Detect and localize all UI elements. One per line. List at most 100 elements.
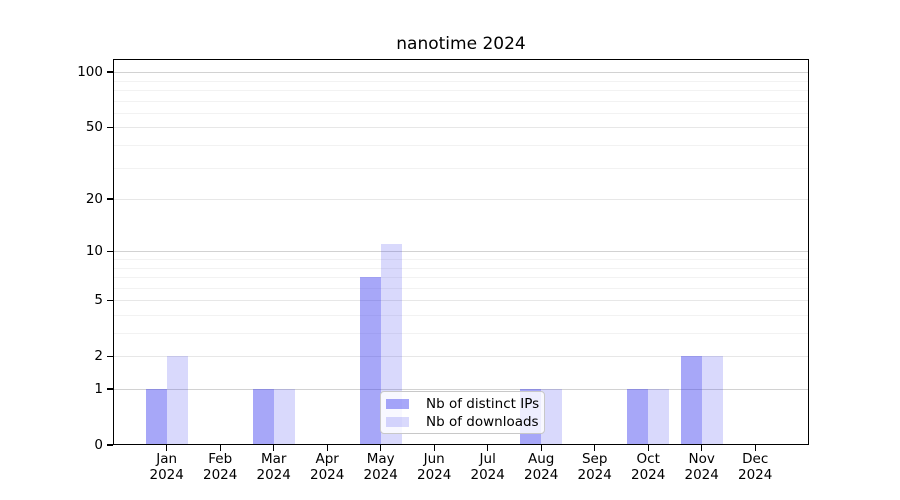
y-tick-5 <box>107 299 113 301</box>
legend-item-distinct-ips: Nb of distinct IPs <box>386 395 544 412</box>
y-tick-label-100: 100 <box>77 64 103 81</box>
y-tick-50 <box>107 126 113 129</box>
bar-nb-of-downloads-nov-2024 <box>701 356 723 445</box>
bar-nb-of-distinct-ips-jan-2024 <box>145 389 167 445</box>
x-tick-label-may-2024: May 2024 <box>349 451 413 483</box>
x-tick-label-line: 2024 <box>417 466 452 483</box>
x-tick-label-line: 2024 <box>470 466 505 483</box>
gridline-y-70 <box>113 100 809 102</box>
gridline-y-50 <box>113 127 809 129</box>
gridline-y-4 <box>113 314 809 316</box>
legend-swatch-distinct-ips-icon <box>386 398 409 409</box>
bar-nb-of-downloads-aug-2024 <box>541 389 563 445</box>
gridline-y-30 <box>113 167 809 169</box>
x-tick-label-line: Feb <box>208 451 233 467</box>
x-tick-label-line: 2024 <box>631 466 666 483</box>
y-tick-label-10: 10 <box>85 243 103 260</box>
x-tick-label-line: May <box>366 451 395 467</box>
x-tick-label-feb-2024: Feb 2024 <box>188 451 252 483</box>
plot-area <box>113 59 809 445</box>
x-tick-label-line: 2024 <box>363 466 398 483</box>
x-tick-label-jul-2024: Jul 2024 <box>456 451 520 483</box>
y-tick-0 <box>107 444 113 446</box>
x-tick-label-dec-2024: Dec 2024 <box>723 451 787 483</box>
y-tick-1 <box>107 388 113 390</box>
legend-item-downloads: Nb of downloads <box>386 413 544 430</box>
gridline-y-100 <box>113 72 809 74</box>
legend-label-distinct-ips: Nb of distinct IPs <box>426 395 540 412</box>
y-tick-2 <box>107 355 113 357</box>
x-tick-label-line: 2024 <box>524 466 559 483</box>
bar-nb-of-distinct-ips-oct-2024 <box>627 389 649 445</box>
x-tick-label-line: Nov <box>688 451 715 467</box>
bar-nb-of-downloads-mar-2024 <box>273 389 295 445</box>
x-tick-jul-2024 <box>487 445 489 451</box>
x-tick-oct-2024 <box>647 445 649 451</box>
x-tick-jan-2024 <box>166 445 168 451</box>
x-tick-label-line: Oct <box>636 451 660 467</box>
x-tick-nov-2024 <box>701 445 703 451</box>
x-tick-label-line: Dec <box>742 451 769 467</box>
y-tick-label-1: 1 <box>94 381 103 397</box>
x-tick-label-line: Sep <box>581 451 608 467</box>
legend-swatch-downloads-icon <box>386 416 409 427</box>
x-tick-aug-2024 <box>540 445 542 451</box>
gridline-y-10 <box>113 251 809 253</box>
bar-nb-of-distinct-ips-mar-2024 <box>252 389 274 445</box>
gridline-y-9 <box>113 259 809 260</box>
x-tick-label-line: 2024 <box>203 466 238 483</box>
legend-label-downloads: Nb of downloads <box>426 413 539 430</box>
x-tick-label-line: Jan <box>156 451 178 467</box>
x-tick-apr-2024 <box>326 445 328 451</box>
gridline-y-1 <box>113 389 809 390</box>
x-tick-label-line: 2024 <box>577 466 612 483</box>
x-tick-label-nov-2024: Nov 2024 <box>670 451 734 483</box>
x-tick-label-apr-2024: Apr 2024 <box>295 451 359 483</box>
gridline-y-2 <box>113 356 809 358</box>
y-tick-label-2: 2 <box>94 348 103 365</box>
gridline-y-7 <box>113 277 809 279</box>
y-tick-label-20: 20 <box>85 191 103 208</box>
x-tick-may-2024 <box>380 445 382 451</box>
x-tick-label-line: 2024 <box>738 466 773 483</box>
x-tick-label-oct-2024: Oct 2024 <box>616 451 680 483</box>
x-tick-sep-2024 <box>594 445 596 451</box>
y-tick-label-0: 0 <box>94 437 103 453</box>
x-tick-label-line: Aug <box>528 451 555 467</box>
gridline-y-8 <box>113 267 809 269</box>
bar-nb-of-distinct-ips-nov-2024 <box>680 356 702 445</box>
x-tick-label-sep-2024: Sep 2024 <box>563 451 627 483</box>
x-tick-dec-2024 <box>754 445 756 451</box>
gridline-y-40 <box>113 145 809 147</box>
gridline-y-3 <box>113 333 809 335</box>
x-tick-label-line: Jul <box>479 451 496 467</box>
x-tick-label-line: 2024 <box>256 466 291 483</box>
gridline-y-90 <box>113 80 809 82</box>
x-tick-label-line: 2024 <box>149 466 184 483</box>
x-tick-mar-2024 <box>273 445 275 451</box>
x-tick-label-line: Jun <box>423 451 445 467</box>
x-tick-label-mar-2024: Mar 2024 <box>242 451 306 483</box>
bar-nb-of-distinct-ips-may-2024 <box>359 277 381 445</box>
chart-title: nanotime 2024 <box>396 34 526 54</box>
x-tick-jun-2024 <box>433 445 435 451</box>
x-tick-label-line: Apr <box>315 451 339 467</box>
x-tick-label-line: Mar <box>260 451 287 467</box>
gridline-y-20 <box>113 199 809 201</box>
y-tick-label-50: 50 <box>85 119 103 136</box>
x-tick-label-line: 2024 <box>684 466 719 483</box>
bar-nb-of-downloads-oct-2024 <box>648 389 670 445</box>
y-tick-100 <box>107 71 113 73</box>
bar-nb-of-downloads-jan-2024 <box>166 356 188 445</box>
x-tick-label-jan-2024: Jan 2024 <box>135 451 199 483</box>
legend: Nb of distinct IPs Nb of downloads <box>380 391 545 434</box>
gridline-y-60 <box>113 112 809 114</box>
gridline-y-80 <box>113 90 809 92</box>
x-tick-feb-2024 <box>219 445 221 451</box>
y-tick-label-5: 5 <box>94 292 103 309</box>
x-tick-label-line: 2024 <box>310 466 345 483</box>
gridline-y-5 <box>113 300 809 302</box>
y-tick-10 <box>107 250 113 252</box>
x-tick-label-jun-2024: Jun 2024 <box>402 451 466 483</box>
